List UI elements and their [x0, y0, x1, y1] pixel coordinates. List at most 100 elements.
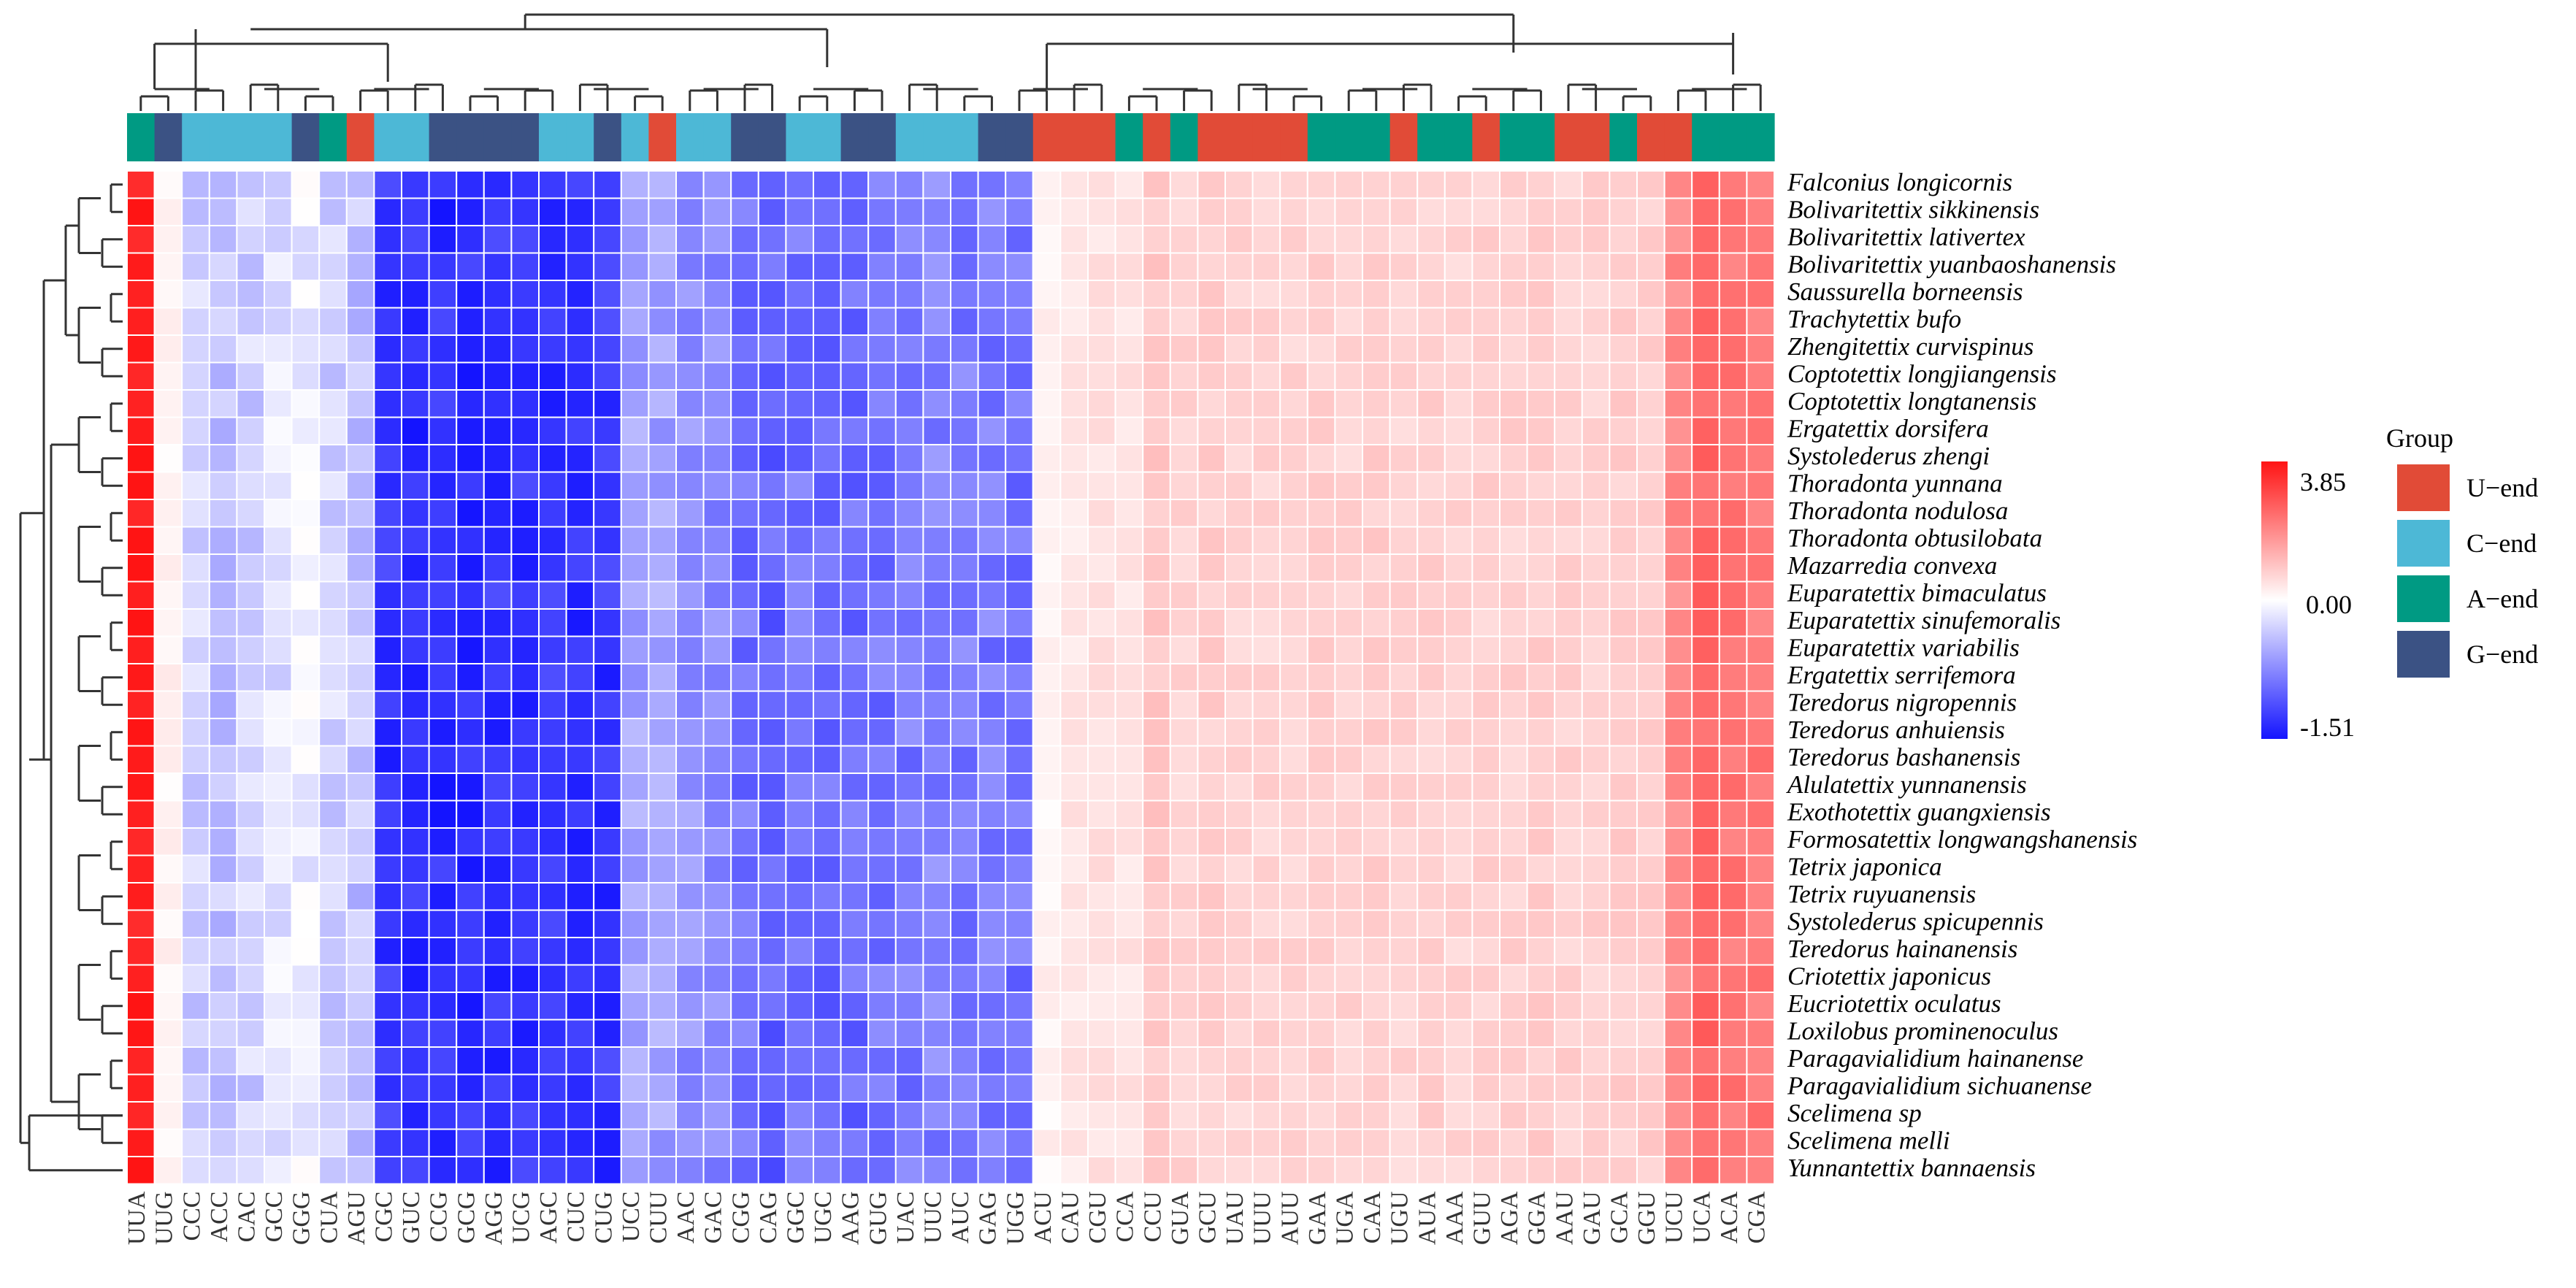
heatmap-cell — [840, 690, 870, 719]
heatmap-cell — [428, 307, 458, 336]
heatmap-cell — [922, 1073, 952, 1103]
heatmap-cell — [1059, 553, 1089, 583]
heatmap-cell — [456, 197, 485, 226]
heatmap-cell — [1417, 526, 1446, 555]
heatmap-cell — [401, 992, 430, 1021]
heatmap-cell — [126, 197, 156, 226]
heatmap-cell — [1114, 280, 1144, 309]
legend-label-c-end: C−end — [2466, 529, 2537, 558]
heatmap-cell — [1746, 416, 1775, 445]
heatmap-cell — [675, 608, 705, 637]
heatmap-cell — [1746, 1019, 1775, 1048]
heatmap-cell — [208, 608, 238, 637]
heatmap-cell — [1334, 334, 1364, 364]
heatmap-cell — [1279, 1128, 1308, 1157]
heatmap-cell — [950, 882, 979, 911]
heatmap-cell — [1581, 663, 1611, 692]
heatmap-cell — [510, 307, 540, 336]
heatmap-cell — [785, 526, 815, 555]
heatmap-cell — [538, 882, 567, 911]
heatmap-cell — [1032, 718, 1062, 747]
heatmap-cell — [1636, 608, 1665, 637]
heatmap-cell — [620, 882, 650, 911]
heatmap-cell — [264, 909, 293, 938]
heatmap-cell — [950, 389, 979, 418]
heatmap-cell — [1471, 471, 1501, 500]
heatmap-cell — [1306, 608, 1336, 637]
heatmap-cell — [565, 307, 595, 336]
heatmap-cell — [620, 444, 650, 473]
heatmap-cell — [456, 1101, 485, 1130]
heatmap-cell — [1389, 526, 1419, 555]
heatmap-cell — [1746, 471, 1775, 500]
heatmap-cell — [236, 882, 265, 911]
heatmap-cell — [1334, 882, 1364, 911]
heatmap-cell — [1471, 909, 1501, 938]
heatmap-cell — [1362, 608, 1391, 637]
group-bar-cell — [1747, 113, 1775, 161]
heatmap-cell — [401, 389, 430, 418]
heatmap-cell — [1581, 1046, 1611, 1076]
heatmap-cell — [1746, 1101, 1775, 1130]
heatmap-cell — [345, 580, 375, 610]
legend-swatch-g-end — [2397, 631, 2450, 678]
heatmap-cell — [785, 882, 815, 911]
heatmap-cell — [1471, 580, 1501, 610]
heatmap-cell — [565, 499, 595, 528]
heatmap-cell — [1251, 307, 1281, 336]
heatmap-cell — [1087, 334, 1116, 364]
heatmap-cell — [977, 745, 1007, 774]
heatmap-cell — [1251, 992, 1281, 1021]
heatmap-cell — [840, 389, 870, 418]
heatmap-cell — [593, 1073, 622, 1103]
heatmap-cell — [1554, 225, 1583, 254]
heatmap-cell — [702, 334, 732, 364]
heatmap-cell — [675, 334, 705, 364]
heatmap-cell — [1334, 170, 1364, 199]
heatmap-cell — [1471, 718, 1501, 747]
heatmap-cell — [1746, 389, 1775, 418]
heatmap-cell — [1636, 854, 1665, 883]
heatmap-cell — [1224, 909, 1254, 938]
heatmap-cell — [593, 307, 622, 336]
heatmap-cell — [318, 416, 348, 445]
heatmap-cell — [1581, 827, 1611, 856]
heatmap-cell — [1417, 280, 1446, 309]
heatmap-cell — [538, 389, 567, 418]
heatmap-cell — [1746, 499, 1775, 528]
heatmap-cell — [1005, 937, 1034, 966]
heatmap-cell — [894, 252, 924, 281]
heatmap-cell — [401, 280, 430, 309]
heatmap-cell — [1005, 526, 1034, 555]
heatmap-cell — [373, 1073, 403, 1103]
heatmap-cell — [648, 635, 678, 664]
heatmap-cell — [1087, 1073, 1116, 1103]
heatmap-cell — [1691, 1073, 1720, 1103]
heatmap-cell — [1389, 307, 1419, 336]
heatmap-cell — [153, 1101, 183, 1130]
heatmap-cell — [922, 992, 952, 1021]
heatmap-cell — [1251, 964, 1281, 993]
heatmap-cell — [1334, 444, 1364, 473]
heatmap-cell — [1142, 690, 1171, 719]
heatmap-cell — [1746, 827, 1775, 856]
group-bar-cell — [1197, 113, 1226, 161]
heatmap-cell — [428, 718, 458, 747]
heatmap-cell — [1499, 499, 1528, 528]
heatmap-cell — [1251, 471, 1281, 500]
heatmap-cell — [318, 992, 348, 1021]
heatmap-cell — [345, 416, 375, 445]
heatmap-cell — [1197, 1073, 1227, 1103]
heatmap-cell — [1087, 580, 1116, 610]
heatmap-cell — [153, 252, 183, 281]
heatmap-cell — [1718, 225, 1748, 254]
heatmap-cell — [1718, 964, 1748, 993]
heatmap-cell — [1718, 718, 1748, 747]
heatmap-cell — [1005, 992, 1034, 1021]
heatmap-cell — [1334, 197, 1364, 226]
heatmap-cell — [1059, 444, 1089, 473]
heatmap-cell — [1691, 964, 1720, 993]
heatmap-cell — [1554, 197, 1583, 226]
heatmap-cell — [894, 280, 924, 309]
heatmap-cell — [813, 1101, 842, 1130]
